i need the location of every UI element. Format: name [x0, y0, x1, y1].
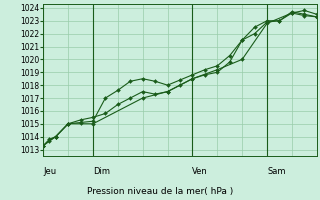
Text: Dim: Dim	[93, 167, 110, 176]
Text: Ven: Ven	[192, 167, 208, 176]
Text: Pression niveau de la mer( hPa ): Pression niveau de la mer( hPa )	[87, 187, 233, 196]
Text: Sam: Sam	[267, 167, 285, 176]
Text: Jeu: Jeu	[43, 167, 56, 176]
